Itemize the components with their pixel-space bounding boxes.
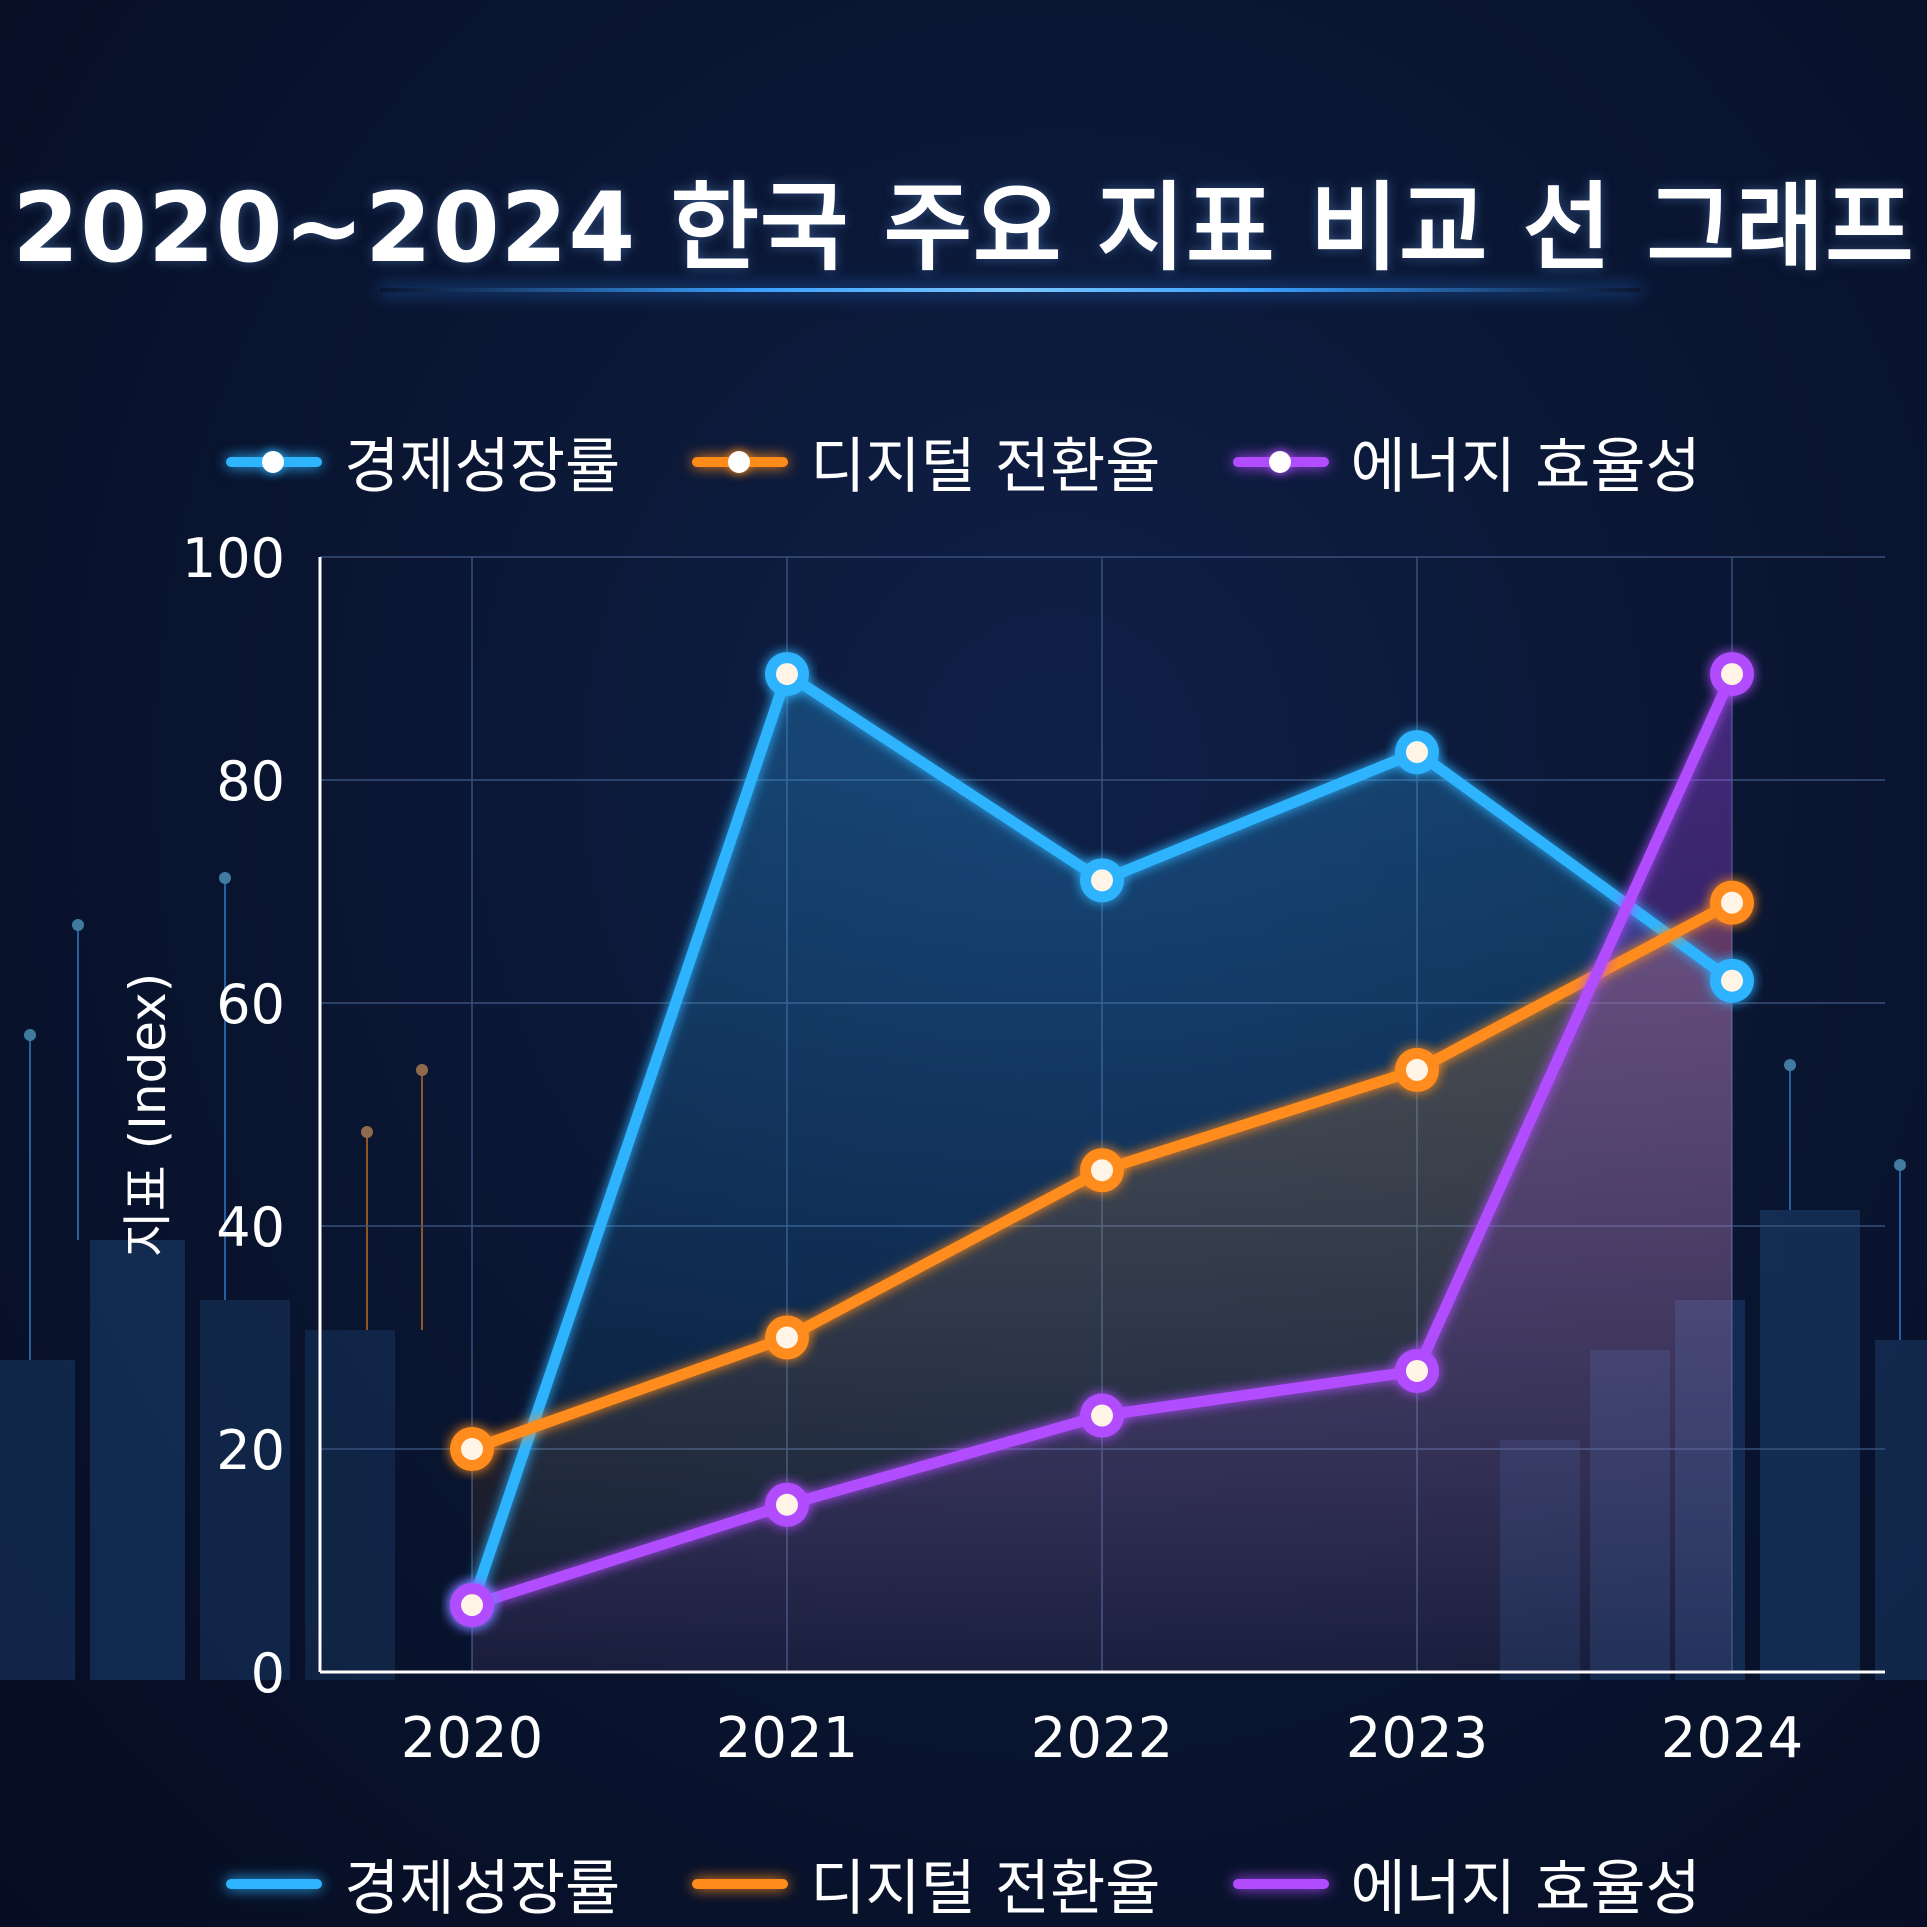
- x-tick-label: 2022: [1031, 1706, 1174, 1771]
- y-tick-label: 80: [216, 750, 285, 813]
- legend-item-energy: 에너지 효율성: [1232, 1840, 1701, 1927]
- data-point-core: [1091, 1159, 1113, 1182]
- y-axis-label: 지표 (Index): [119, 973, 177, 1258]
- legend-bottom: 경제성장률 디지털 전환율 에너지 효율성: [0, 1840, 1927, 1927]
- y-tick-label: 0: [251, 1642, 285, 1705]
- y-tick-labels: 0 20 40 60 80 100: [182, 527, 285, 1705]
- data-point-core: [1091, 1404, 1113, 1427]
- data-point-energy: [1710, 652, 1754, 697]
- data-point-digital: [1395, 1047, 1439, 1092]
- legend-swatch-growth: [226, 450, 323, 473]
- data-point-growth: [1395, 730, 1439, 775]
- legend-item-digital: 디지털 전환율: [692, 1840, 1161, 1927]
- x-tick-label: 2024: [1661, 1706, 1804, 1771]
- data-point-growth: [765, 652, 809, 697]
- legend-label-growth: 경제성장률: [344, 432, 621, 502]
- data-point-energy: [450, 1583, 494, 1628]
- legend-swatch-digital: [692, 1878, 789, 1889]
- legend-label-digital: 디지털 전환율: [810, 432, 1161, 502]
- legend-top: 경제성장률 디지털 전환율 에너지 효율성: [0, 418, 1927, 505]
- data-point-growth: [1710, 958, 1754, 1003]
- data-point-digital: [1710, 880, 1754, 925]
- data-point-core: [776, 1326, 798, 1349]
- series-points: [450, 652, 1754, 1628]
- data-point-core: [776, 663, 798, 686]
- data-point-digital: [765, 1315, 809, 1360]
- data-point-growth: [1080, 858, 1124, 903]
- data-point-energy: [1080, 1393, 1124, 1438]
- data-point-digital: [450, 1427, 494, 1471]
- y-tick-label: 40: [216, 1196, 285, 1259]
- legend-item-digital: 디지털 전환율: [692, 418, 1161, 505]
- legend-item-energy: 에너지 효율성: [1232, 418, 1701, 505]
- data-point-core: [1406, 1058, 1428, 1081]
- data-point-core: [1406, 741, 1428, 764]
- legend-swatch-energy: [1232, 1878, 1329, 1889]
- x-tick-label: 2020: [401, 1706, 544, 1771]
- data-point-core: [1091, 869, 1113, 892]
- legend-label-digital: 디지털 전환율: [810, 1854, 1161, 1924]
- y-tick-label: 60: [216, 973, 285, 1036]
- title-underline: [380, 288, 1640, 292]
- chart-title: 2020~2024 한국 주요 지표 비교 선 그래프: [12, 172, 1915, 284]
- data-point-energy: [765, 1482, 809, 1527]
- data-point-energy: [1395, 1348, 1439, 1393]
- x-tick-label: 2021: [716, 1706, 859, 1771]
- legend-swatch-growth: [226, 1878, 323, 1889]
- data-point-core: [461, 1438, 483, 1460]
- data-point-core: [776, 1493, 798, 1516]
- legend-swatch-digital: [692, 450, 789, 473]
- y-tick-label: 20: [216, 1419, 285, 1482]
- series-area-energy: [472, 674, 1732, 1672]
- legend-label-energy: 에너지 효율성: [1350, 1854, 1701, 1924]
- data-point-core: [1721, 663, 1743, 686]
- y-tick-label: 100: [182, 527, 285, 590]
- data-point-digital: [1080, 1148, 1124, 1193]
- x-tick-label: 2023: [1346, 1706, 1489, 1771]
- legend-item-growth: 경제성장률: [226, 1840, 620, 1927]
- x-tick-labels: 2020 2021 2022 2023 2024: [401, 1706, 1804, 1771]
- legend-label-growth: 경제성장률: [344, 1854, 621, 1924]
- data-point-core: [1721, 969, 1743, 992]
- data-point-core: [461, 1594, 483, 1617]
- legend-label-energy: 에너지 효율성: [1350, 432, 1701, 502]
- legend-swatch-energy: [1232, 450, 1329, 473]
- legend-item-growth: 경제성장률: [226, 418, 620, 505]
- data-point-core: [1721, 891, 1743, 914]
- data-point-core: [1406, 1359, 1428, 1382]
